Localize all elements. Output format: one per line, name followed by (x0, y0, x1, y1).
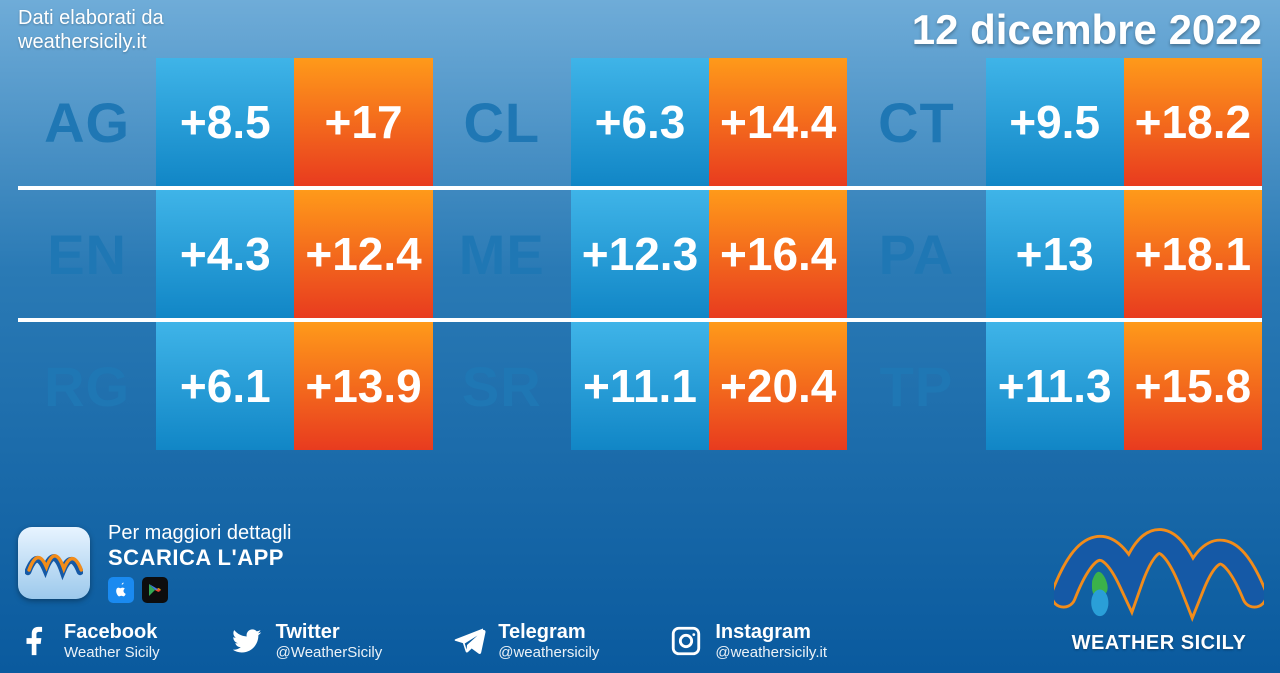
grid-row: EN +4.3 +12.4 ME +12.3 +16.4 PA +13 +18.… (18, 188, 1262, 320)
temp-low: +8.5 (156, 58, 294, 186)
playstore-icon (142, 577, 168, 603)
temp-low: +6.1 (156, 322, 294, 450)
temp-high: +12.4 (294, 190, 432, 318)
facebook-icon (18, 624, 52, 658)
temp-high: +14.4 (709, 58, 847, 186)
header: Dati elaborati da weathersicily.it 12 di… (0, 0, 1280, 58)
source-site: weathersicily.it (18, 30, 164, 54)
temp-low: +4.3 (156, 190, 294, 318)
temp-high: +18.2 (1124, 58, 1262, 186)
social-telegram: Telegram @weathersicily (452, 621, 599, 661)
temp-low: +9.5 (986, 58, 1124, 186)
province-code: AG (18, 90, 156, 155)
temp-high: +18.1 (1124, 190, 1262, 318)
temp-low: +11.3 (986, 322, 1124, 450)
province-code: ME (433, 222, 571, 287)
social-facebook: Facebook Weather Sicily (18, 621, 160, 661)
temp-high: +16.4 (709, 190, 847, 318)
temp-high: +15.8 (1124, 322, 1262, 450)
province-code: SR (433, 354, 571, 419)
app-promo-line1: Per maggiori dettagli (108, 522, 291, 545)
appstore-icon (108, 577, 134, 603)
temp-high: +17 (294, 58, 432, 186)
grid-row: AG +8.5 +17 CL +6.3 +14.4 CT +9.5 +18.2 (18, 58, 1262, 188)
temp-low: +6.3 (571, 58, 709, 186)
province-code: CL (433, 90, 571, 155)
social-handle: @weathersicily (498, 644, 599, 661)
province-code: TP (847, 354, 985, 419)
province-code: PA (847, 222, 985, 287)
social-handle: @WeatherSicily (276, 644, 383, 661)
province-code: EN (18, 222, 156, 287)
social-handle: Weather Sicily (64, 644, 160, 661)
social-instagram: Instagram @weathersicily.it (669, 621, 827, 661)
grid-row: RG +6.1 +13.9 SR +11.1 +20.4 TP +11.3 +1… (18, 320, 1262, 450)
temp-low: +12.3 (571, 190, 709, 318)
brand-logo: WEATHER SICILY (1054, 487, 1264, 655)
province-code: RG (18, 354, 156, 419)
social-handle: @weathersicily.it (715, 644, 827, 661)
social-name: Telegram (498, 621, 599, 644)
header-date: 12 dicembre 2022 (912, 6, 1262, 54)
temperature-grid: AG +8.5 +17 CL +6.3 +14.4 CT +9.5 +18.2 … (0, 58, 1280, 450)
twitter-icon (230, 624, 264, 658)
temp-low: +11.1 (571, 322, 709, 450)
elaborated-label: Dati elaborati da (18, 6, 164, 30)
instagram-icon (669, 624, 703, 658)
social-twitter: Twitter @WeatherSicily (230, 621, 383, 661)
ws-logo-icon (1054, 487, 1264, 627)
province-code: CT (847, 90, 985, 155)
app-promo-line2: SCARICA L'APP (108, 545, 291, 571)
app-promo-text: Per maggiori dettagli SCARICA L'APP (108, 522, 291, 603)
social-name: Twitter (276, 621, 383, 644)
temp-high: +13.9 (294, 322, 432, 450)
telegram-icon (452, 624, 486, 658)
app-badge-icon (18, 527, 90, 599)
temp-low: +13 (986, 190, 1124, 318)
social-name: Facebook (64, 621, 160, 644)
temp-high: +20.4 (709, 322, 847, 450)
brand-name: WEATHER SICILY (1054, 632, 1264, 655)
header-source: Dati elaborati da weathersicily.it (18, 6, 164, 54)
social-name: Instagram (715, 621, 827, 644)
